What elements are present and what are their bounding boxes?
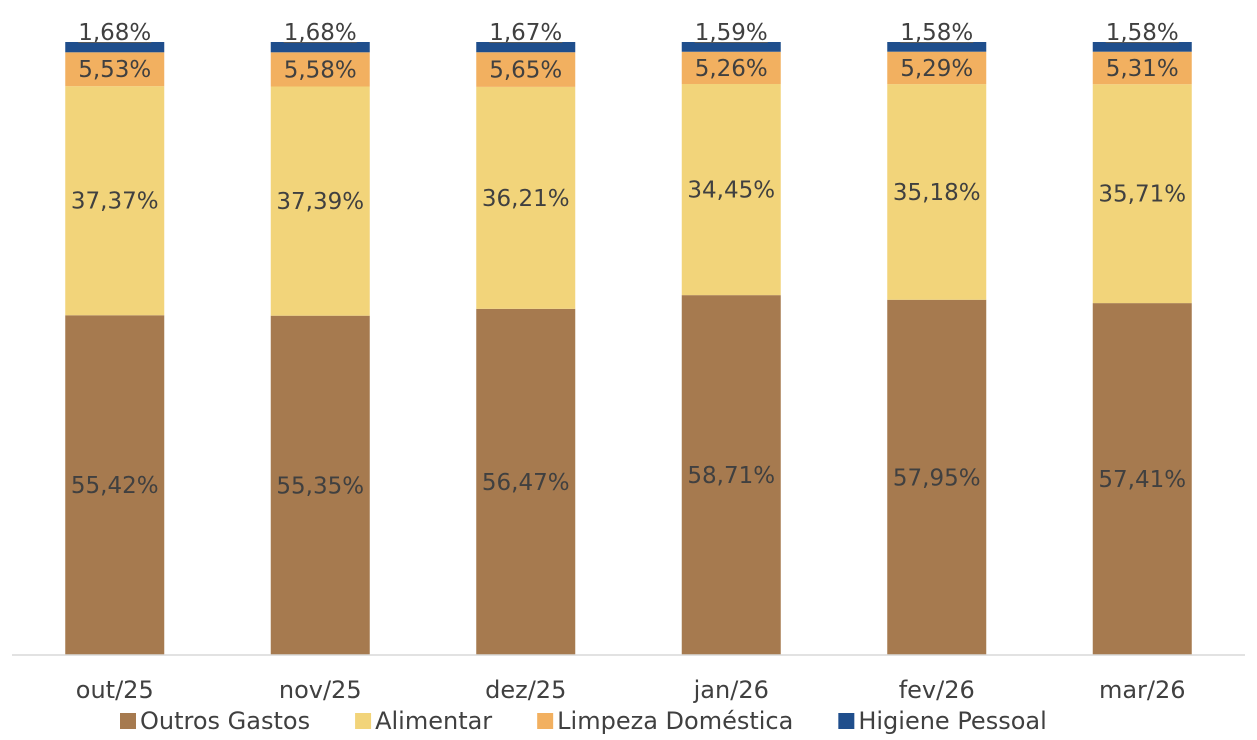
bar-segment-alimentar-nov-25 — [270, 86, 370, 316]
x-tick-label-out-25: out/25 — [76, 676, 154, 704]
bar-segment-higiene-pessoal-jan-26 — [681, 42, 781, 52]
bar-segment-outros-gastos-jan-26 — [681, 295, 781, 655]
x-tick-label-nov-25: nov/25 — [279, 676, 362, 704]
data-label-higiene-pessoal-dez-25: 1,67% — [489, 20, 562, 46]
category-labels-layer: out/25 nov/25 dez/25 jan/26 fev/26 mar/26 — [76, 676, 1186, 704]
data-label-limpeza-domestica-dez-25: 5,65% — [489, 58, 562, 84]
legend: Outros Gastos Alimentar Limpeza Doméstica H… — [120, 707, 1047, 735]
bar-segment-alimentar-dez-25 — [476, 86, 576, 309]
data-label-higiene-pessoal-fev-26: 1,58% — [900, 20, 973, 46]
bar-segment-alimentar-out-25 — [65, 86, 165, 316]
bar-segment-outros-gastos-dez-25 — [476, 308, 576, 655]
data-label-limpeza-domestica-fev-26: 5,29% — [900, 56, 973, 82]
bar-segment-outros-gastos-fev-26 — [887, 299, 987, 655]
bar-segment-alimentar-mar-26 — [1092, 84, 1192, 304]
bar-segment-alimentar-fev-26 — [887, 84, 987, 300]
x-tick-label-mar-26: mar/26 — [1099, 676, 1186, 704]
legend-swatch-limpeza-domestica — [537, 713, 554, 729]
data-label-alimentar-mar-26: 35,71% — [1098, 182, 1186, 208]
legend-label-outros-gastos: Outros Gastos — [140, 707, 310, 735]
data-label-higiene-pessoal-nov-25: 1,68% — [284, 20, 357, 46]
x-tick-label-jan-26: jan/26 — [693, 676, 769, 704]
bar-segment-limpeza-domestica-fev-26 — [887, 51, 987, 85]
data-label-outros-gastos-dez-25: 56,47% — [482, 470, 570, 496]
bar-segment-higiene-pessoal-fev-26 — [887, 42, 987, 52]
data-label-outros-gastos-fev-26: 57,95% — [893, 465, 981, 491]
bar-segment-alimentar-jan-26 — [681, 83, 781, 296]
legend-label-higiene-pessoal: Higiene Pessoal — [858, 707, 1046, 735]
data-label-alimentar-dez-25: 36,21% — [482, 186, 570, 212]
data-label-higiene-pessoal-mar-26: 1,58% — [1106, 20, 1179, 46]
bar-segment-limpeza-domestica-out-25 — [65, 52, 165, 87]
legend-label-alimentar: Alimentar — [375, 707, 492, 735]
bar-segment-higiene-pessoal-mar-26 — [1092, 42, 1192, 52]
bars-layer — [65, 42, 1192, 655]
bar-segment-higiene-pessoal-dez-25 — [476, 42, 576, 53]
data-label-limpeza-domestica-out-25: 5,53% — [78, 57, 151, 83]
data-label-higiene-pessoal-out-25: 1,68% — [78, 20, 151, 46]
legend-swatch-higiene-pessoal — [838, 713, 855, 729]
data-label-alimentar-nov-25: 37,39% — [276, 189, 364, 215]
data-label-outros-gastos-nov-25: 55,35% — [276, 473, 364, 499]
data-label-outros-gastos-out-25: 55,42% — [71, 473, 159, 499]
bar-segment-higiene-pessoal-out-25 — [65, 42, 165, 53]
bar-segment-limpeza-domestica-jan-26 — [681, 51, 781, 84]
data-label-outros-gastos-mar-26: 57,41% — [1098, 467, 1186, 493]
data-label-limpeza-domestica-mar-26: 5,31% — [1106, 56, 1179, 82]
legend-swatch-outros-gastos — [120, 713, 136, 729]
bar-segment-limpeza-domestica-mar-26 — [1092, 51, 1192, 85]
data-label-alimentar-jan-26: 34,45% — [687, 178, 775, 204]
bar-segment-outros-gastos-mar-26 — [1092, 303, 1192, 655]
bar-segment-outros-gastos-nov-25 — [270, 315, 370, 655]
legend-label-limpeza-domestica: Limpeza Doméstica — [557, 707, 793, 735]
data-labels-layer: 55,42% 37,37% 5,53% 1,68% 55,35% 37,39% 5,58% 1… — [71, 20, 1186, 499]
data-label-alimentar-out-25: 37,37% — [71, 189, 159, 215]
legend-swatch-alimentar — [355, 713, 372, 729]
data-label-limpeza-domestica-jan-26: 5,26% — [695, 56, 768, 82]
data-label-limpeza-domestica-nov-25: 5,58% — [284, 57, 357, 83]
data-label-outros-gastos-jan-26: 58,71% — [687, 463, 775, 489]
bar-segment-limpeza-domestica-nov-25 — [270, 52, 370, 87]
x-tick-label-dez-25: dez/25 — [485, 676, 566, 704]
data-label-alimentar-fev-26: 35,18% — [893, 180, 981, 206]
x-tick-label-fev-26: fev/26 — [899, 676, 975, 704]
data-label-higiene-pessoal-jan-26: 1,59% — [695, 20, 768, 46]
bar-segment-higiene-pessoal-nov-25 — [270, 42, 370, 53]
bar-segment-limpeza-domestica-dez-25 — [476, 52, 576, 87]
bar-segment-outros-gastos-out-25 — [65, 315, 165, 655]
